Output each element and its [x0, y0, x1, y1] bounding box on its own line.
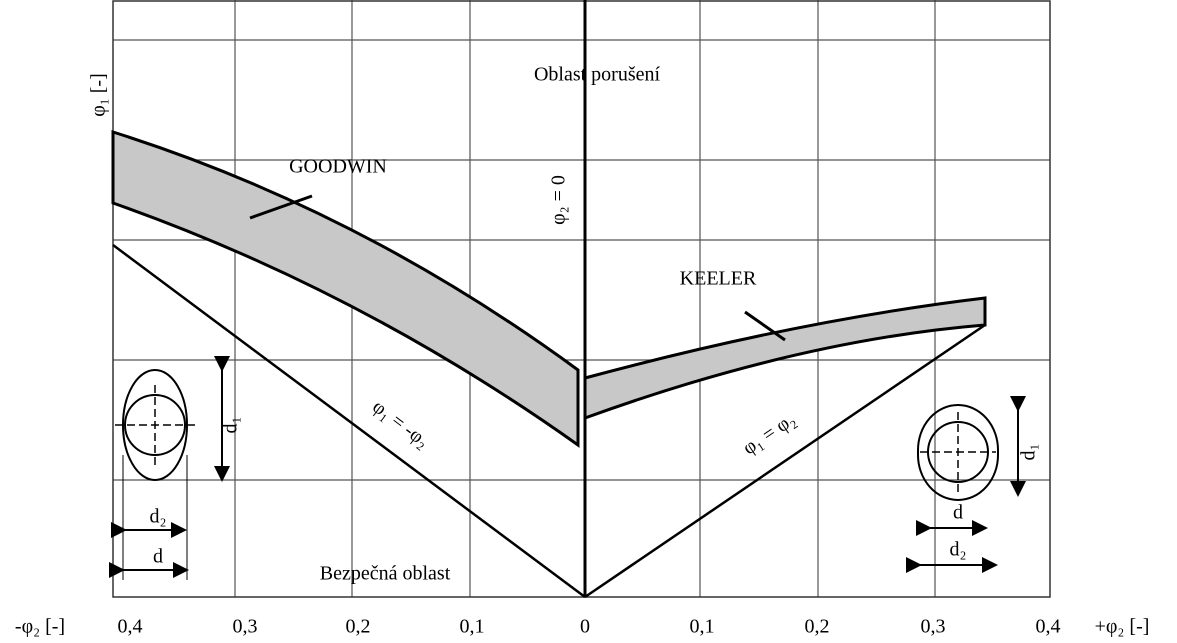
leader: [744, 310, 786, 342]
x-tick-label: 0,1: [460, 616, 485, 638]
x-tick-label: 0,4: [1036, 616, 1061, 638]
goodwin-band: [111, 129, 580, 448]
icon-label: d₂: [150, 506, 167, 528]
x-label: -φ₂ [-]: [15, 616, 65, 638]
line-label: φ₂ = 0: [548, 175, 570, 225]
line-label: φ₁ = φ₂: [739, 408, 800, 459]
x-ticks: 0,4 0,3 0,2 0,1 0 0,1 0,2 0,3 0,4: [118, 616, 1061, 638]
leader: [249, 194, 313, 220]
region-label: Bezpečná oblast: [320, 563, 451, 585]
region-label: Oblast porušení: [534, 64, 661, 86]
line-right: [584, 323, 986, 599]
curve-label: KEELER: [680, 268, 757, 290]
icon-label: d₁: [1018, 444, 1040, 461]
x-tick-label: 0,2: [346, 616, 371, 638]
x-tick-label: 0,4: [118, 616, 143, 638]
x-tick-label: 0,3: [921, 616, 946, 638]
x-tick-label: 0,2: [805, 616, 830, 638]
line-left: [112, 243, 586, 599]
keeler-band: [583, 296, 987, 421]
x-tick-label: 0,1: [690, 616, 715, 638]
curve-label: GOODWIN: [289, 156, 387, 178]
icon-label: d₁: [220, 417, 242, 434]
icon-label: d: [153, 546, 163, 568]
icon-right: [906, 396, 1026, 573]
x-tick-label: 0: [580, 616, 590, 638]
y-label: φ₁ [-]: [88, 73, 110, 117]
icon-label: d: [953, 502, 963, 524]
icon-left: [109, 356, 230, 580]
x-tick-label: 0,3: [233, 616, 258, 638]
grid: [112, 0, 1051, 598]
icon-label: d₂: [950, 539, 967, 561]
x-label: +φ₂ [-]: [1095, 616, 1150, 638]
